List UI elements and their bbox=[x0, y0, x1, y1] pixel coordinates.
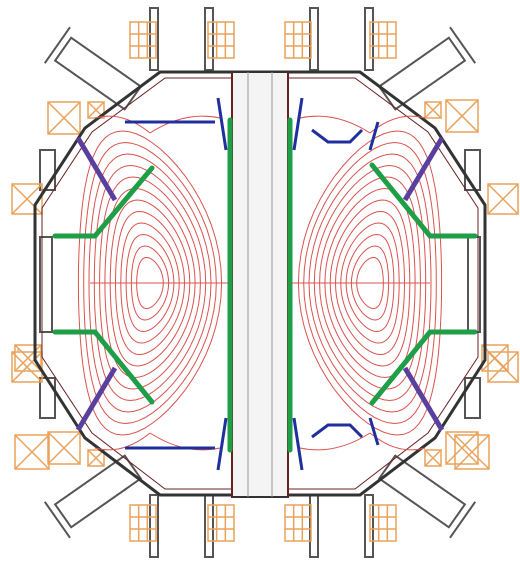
coil-right-top-large bbox=[445, 99, 479, 133]
port-supports bbox=[75, 136, 445, 432]
right-flux-surface-11 bbox=[303, 141, 437, 425]
left-separatrix-leg-1 bbox=[149, 115, 221, 134]
coil-right-bottom-box bbox=[454, 434, 490, 470]
side-port-left-mid bbox=[39, 236, 53, 333]
port-flanges bbox=[39, 7, 481, 558]
vessel-outline bbox=[33, 70, 487, 497]
top-port-right-2 bbox=[364, 7, 374, 71]
coil-top-2 bbox=[284, 21, 312, 59]
baffles bbox=[125, 97, 380, 471]
top-port-right bbox=[309, 7, 319, 71]
coil-left-mid-upper bbox=[11, 183, 43, 215]
baffle-center-bottom-right bbox=[292, 417, 304, 471]
baffle-center-top-right bbox=[292, 97, 304, 151]
right-separatrix-leg-1 bbox=[299, 115, 371, 134]
coil-top-1 bbox=[207, 21, 235, 59]
top-port-left bbox=[149, 7, 159, 71]
center-stack bbox=[231, 71, 289, 498]
coil-left-mid-lower bbox=[11, 351, 43, 383]
coil-left-bottom-small bbox=[87, 449, 105, 467]
coil-bottom-3 bbox=[369, 504, 397, 542]
coil-right-top-small bbox=[424, 101, 442, 119]
right-flux-surface-12 bbox=[297, 130, 443, 436]
baffle-center-bottom-left bbox=[216, 417, 228, 471]
bottom-port-left bbox=[149, 494, 159, 558]
left-separatrix-leg-0 bbox=[94, 115, 151, 134]
left-flux-surface-12 bbox=[77, 130, 223, 436]
coil-left-top-large bbox=[47, 101, 81, 135]
coil-top-3 bbox=[369, 21, 397, 59]
support-bottom-right bbox=[402, 366, 445, 432]
side-port-left-lower bbox=[39, 377, 56, 419]
left-flux-surface-10 bbox=[88, 153, 212, 413]
port-diagonal-bottom-right bbox=[377, 454, 477, 539]
left-flux-surface-11 bbox=[83, 141, 217, 425]
bottom-port-right-2 bbox=[364, 494, 374, 558]
port-diagonal-top-left bbox=[43, 26, 143, 111]
support-bottom-left bbox=[75, 366, 118, 432]
support-top-left bbox=[75, 136, 118, 202]
port-diagonal-bottom-left bbox=[43, 454, 143, 539]
coil-left-bottom-large bbox=[47, 431, 81, 465]
baffle-top-right bbox=[311, 128, 364, 144]
side-port-right-lower bbox=[464, 377, 481, 419]
divertor-plates bbox=[52, 117, 478, 453]
coil-bottom-2 bbox=[284, 504, 312, 542]
support-top-right bbox=[402, 136, 445, 202]
top-port-left-2 bbox=[204, 7, 214, 71]
baffle-bottom-right bbox=[311, 423, 364, 439]
coil-bottom-0 bbox=[129, 504, 157, 542]
baffle-center-top-left bbox=[216, 97, 228, 151]
right-separatrix-leg-3 bbox=[299, 432, 371, 451]
coil-right-mid-upper bbox=[487, 183, 519, 215]
port-diagonal-top-right bbox=[377, 26, 477, 111]
coil-right-bottom-small bbox=[424, 449, 442, 467]
baffle-right-upper bbox=[368, 121, 380, 151]
poloidal-field-coils bbox=[11, 21, 519, 542]
coil-right-bottom-large bbox=[445, 431, 479, 465]
coil-top-0 bbox=[129, 21, 157, 59]
divertor-lower-left bbox=[52, 329, 155, 405]
coil-left-lower-box bbox=[14, 344, 42, 372]
coil-bottom-1 bbox=[207, 504, 235, 542]
left-separatrix-leg-2 bbox=[94, 432, 151, 451]
right-flux-surface-10 bbox=[308, 153, 432, 413]
baffle-right-lower bbox=[368, 417, 380, 446]
coil-left-bottom-box bbox=[14, 434, 50, 470]
divertor-upper-left bbox=[52, 165, 155, 239]
divertor-lower-right bbox=[369, 329, 478, 406]
vessel-inner-wall bbox=[41, 77, 479, 490]
divertor-upper-right bbox=[369, 162, 478, 239]
